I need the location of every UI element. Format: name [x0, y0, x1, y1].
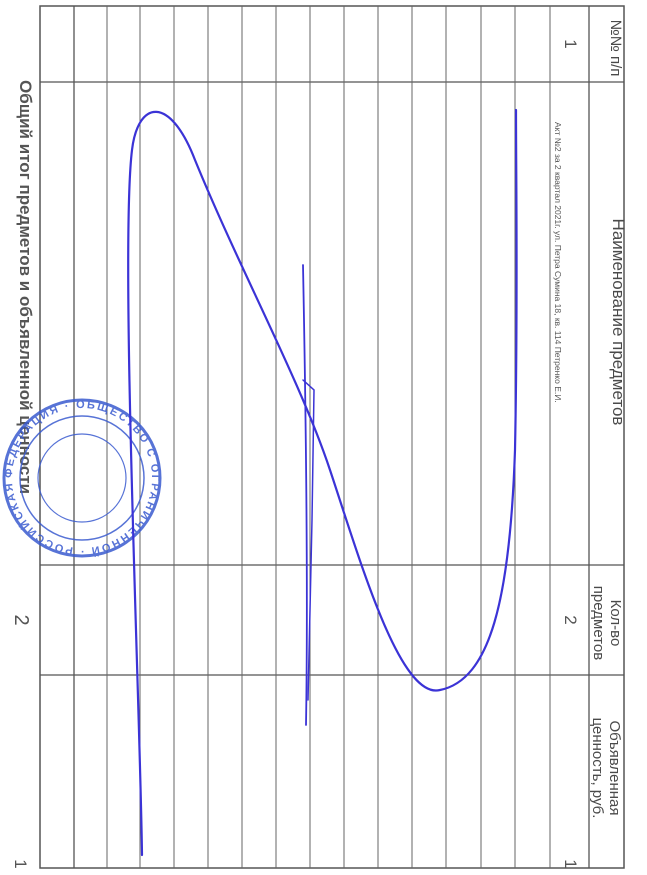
official-stamp: ФЕДЕРАЦИЯ · ОБЩЕСТВО С ОГРАНИЧЕННОЙ · РО…: [0, 0, 162, 558]
table-grid: [39, 5, 625, 869]
inventory-sheet: №№ п/п Наименование предметов Кол-во пре…: [0, 0, 628, 869]
handwritten-signature: [127, 108, 518, 857]
